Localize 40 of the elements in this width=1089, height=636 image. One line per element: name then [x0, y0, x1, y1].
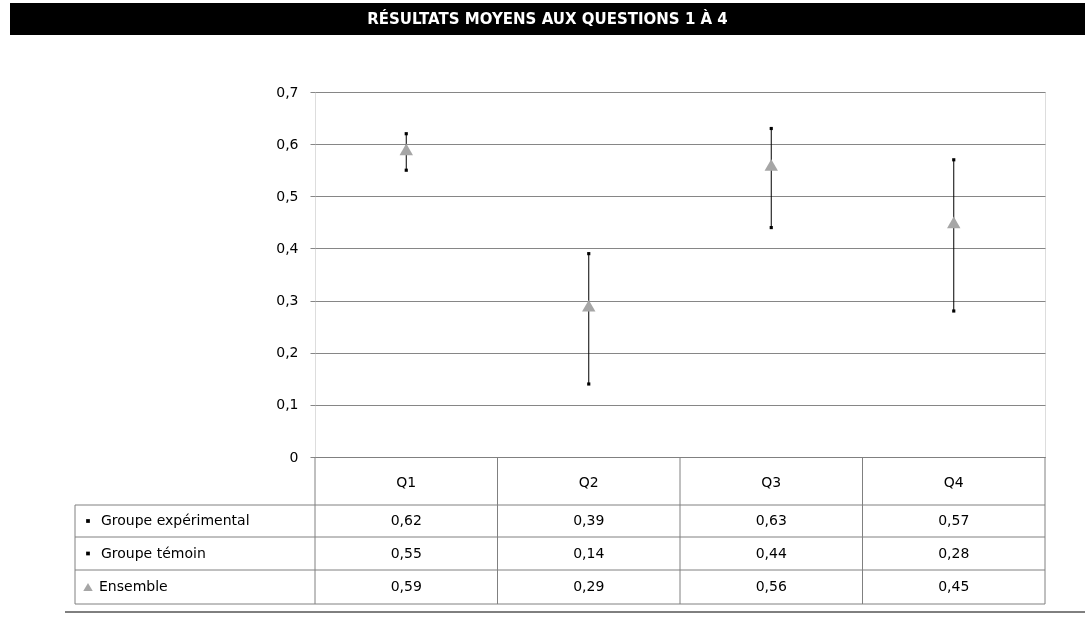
point: [952, 158, 956, 162]
y-tick-label: 0,1: [276, 396, 299, 413]
data-label: 0,45: [938, 578, 970, 594]
point: [947, 216, 961, 229]
y-tick-label: 0,3: [276, 292, 299, 309]
chart-title: RÉSULTATS MOYENS AUX QUESTIONS 1 À 4: [367, 9, 728, 28]
x-tick-label: Q2: [578, 474, 599, 490]
legend-label: Groupe expérimental: [101, 512, 250, 528]
data-label: 0,63: [755, 512, 787, 528]
data-label: 0,56: [755, 578, 787, 594]
point: [769, 225, 773, 230]
y-tick-label: 0: [289, 448, 299, 465]
point: [587, 252, 591, 256]
point: [404, 168, 408, 172]
point: [404, 132, 408, 136]
data-label: 0,62: [390, 512, 422, 528]
y-tick-label: 0,4: [276, 239, 299, 256]
data-label: 0,55: [390, 544, 422, 561]
data-label: 0,28: [938, 544, 970, 561]
point: [952, 309, 956, 313]
point: [582, 299, 596, 312]
y-tick-label: 0,5: [276, 187, 299, 204]
data-label: 0,57: [938, 512, 970, 528]
x-tick-label: Q3: [761, 474, 782, 490]
legend-label: Groupe témoin: [101, 544, 206, 561]
data-label: 0,44: [755, 544, 787, 561]
point: [764, 159, 778, 171]
y-tick-label: 0,7: [276, 83, 299, 100]
data-label: 0,14: [573, 544, 605, 561]
data-label: 0,29: [573, 578, 605, 594]
point: [587, 382, 591, 386]
point: [399, 143, 413, 156]
y-tick-label: 0,2: [276, 344, 299, 361]
x-tick-label: Q1: [396, 474, 417, 490]
legend-label: Ensemble: [99, 578, 168, 594]
y-tick-label: 0,6: [276, 135, 299, 152]
data-label: 0,59: [390, 578, 422, 594]
x-tick-label: Q4: [943, 474, 964, 490]
point: [769, 126, 773, 131]
data-label: 0,39: [573, 512, 605, 528]
